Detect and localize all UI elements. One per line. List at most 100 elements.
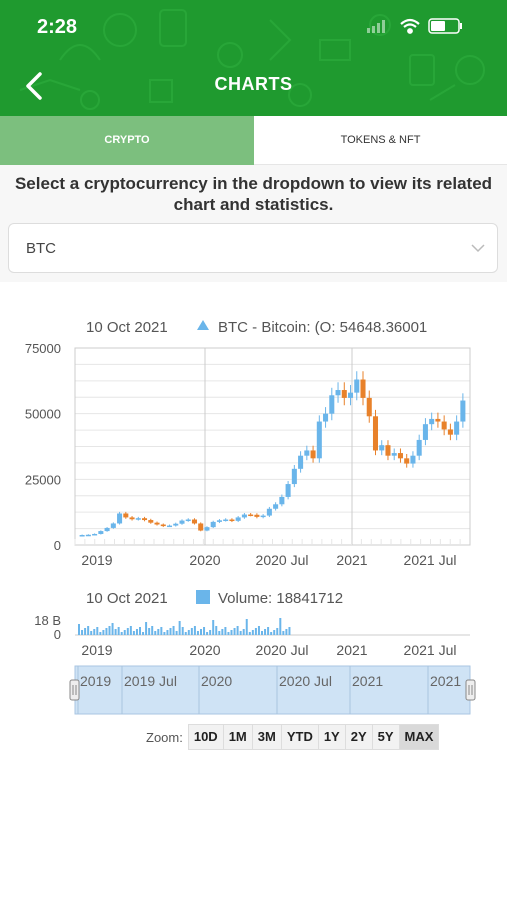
candle: [160, 523, 166, 528]
candle: [173, 522, 179, 527]
tab-crypto[interactable]: CRYPTO: [0, 116, 254, 165]
tab-tokens-nft[interactable]: TOKENS & NFT: [254, 116, 507, 165]
candle: [429, 412, 435, 431]
candle: [460, 393, 466, 428]
volume-bar: [190, 628, 193, 635]
volume-y-tick: 18 B: [34, 613, 61, 628]
volume-bar: [78, 624, 80, 635]
candle: [291, 465, 297, 488]
volume-bar: [145, 622, 148, 635]
volume-bar: [221, 629, 224, 635]
candle: [254, 513, 260, 519]
candle: [416, 434, 422, 461]
volume-bar: [187, 630, 190, 635]
candle: [279, 494, 285, 507]
volume-bar: [227, 632, 230, 635]
zoom-10d-button[interactable]: 10D: [187, 724, 224, 750]
price-y-tick: 75000: [25, 341, 61, 356]
volume-bar: [251, 630, 254, 635]
candle: [454, 415, 460, 441]
candle: [198, 522, 204, 532]
volume-bar: [96, 627, 99, 635]
candle: [391, 448, 397, 461]
volume-bar: [288, 627, 291, 635]
crypto-dropdown[interactable]: BTC: [8, 223, 498, 273]
zoom-5y-button[interactable]: 5Y: [371, 724, 400, 750]
zoom-ytd-button[interactable]: YTD: [280, 724, 319, 750]
candle: [117, 511, 123, 525]
volume-bar: [248, 632, 251, 635]
volume-bar: [105, 628, 108, 635]
zoom-1m-button[interactable]: 1M: [222, 724, 253, 750]
volume-bar: [215, 626, 218, 635]
navigator-left-handle[interactable]: [69, 679, 80, 701]
volume-bar: [102, 630, 105, 635]
status-time: 2:28: [37, 16, 78, 38]
volume-bar: [279, 618, 282, 635]
navigator-label: 2020: [201, 673, 232, 689]
volume-bar: [126, 628, 129, 635]
candle: [210, 520, 216, 529]
zoom-label: Zoom:: [146, 729, 183, 745]
volume-bar: [273, 630, 276, 635]
volume-bar: [239, 631, 242, 635]
volume-plot[interactable]: [75, 618, 470, 636]
volume-bar: [120, 632, 123, 635]
volume-x-label: 2021 Jul: [404, 642, 457, 658]
chevron-down-icon: [471, 244, 485, 253]
range-navigator[interactable]: 2019 2019 Jul 2020 2020 Jul 2021 2021: [69, 665, 476, 715]
candle: [323, 407, 329, 428]
candle: [285, 481, 291, 500]
candle: [223, 518, 229, 522]
candle: [142, 516, 148, 522]
back-chevron-icon[interactable]: [22, 72, 46, 100]
volume-bar: [236, 626, 239, 635]
volume-x-label: 2020 Jul: [256, 642, 309, 658]
candle: [298, 451, 304, 473]
volume-bar: [261, 631, 263, 635]
volume-bar: [84, 628, 87, 635]
signal-icon: [367, 20, 385, 33]
candle: [304, 445, 310, 461]
zoom-3m-button[interactable]: 3M: [251, 724, 282, 750]
candle: [110, 522, 116, 529]
volume-bar: [132, 631, 135, 635]
volume-bar: [175, 631, 178, 635]
candle: [379, 440, 385, 456]
volume-bar: [233, 628, 236, 635]
candle: [372, 409, 379, 456]
candle: [435, 412, 441, 428]
volume-bar: [139, 627, 141, 635]
volume-bar: [257, 626, 260, 635]
candle: [154, 521, 160, 526]
candle: [179, 519, 185, 525]
candle: [385, 440, 391, 461]
price-plot[interactable]: [74, 347, 471, 546]
volume-bar: [108, 626, 111, 635]
volume-bar: [114, 629, 117, 635]
candle: [229, 518, 235, 523]
page-title: CHARTS: [214, 74, 293, 94]
candle: [204, 526, 210, 532]
candle: [98, 530, 104, 535]
volume-bar: [123, 630, 126, 635]
square-icon: [196, 590, 210, 604]
volume-bar: [209, 630, 212, 635]
candle: [191, 518, 197, 525]
dropdown-value: BTC: [26, 240, 56, 257]
volume-bar: [276, 628, 279, 635]
zoom-max-button[interactable]: MAX: [398, 724, 440, 750]
candle: [397, 448, 403, 463]
header-pattern: [19, 9, 485, 110]
candle: [273, 502, 279, 511]
candle: [410, 451, 416, 468]
volume-bar: [135, 629, 138, 635]
volume-x-label: 2021: [336, 642, 367, 658]
volume-bar: [129, 626, 132, 635]
candle: [329, 387, 335, 421]
zoom-1y-button[interactable]: 1Y: [317, 724, 346, 750]
price-y-tick: 50000: [25, 407, 61, 422]
zoom-2y-button[interactable]: 2Y: [344, 724, 373, 750]
navigator-right-handle[interactable]: [465, 679, 476, 701]
candle: [354, 371, 360, 401]
